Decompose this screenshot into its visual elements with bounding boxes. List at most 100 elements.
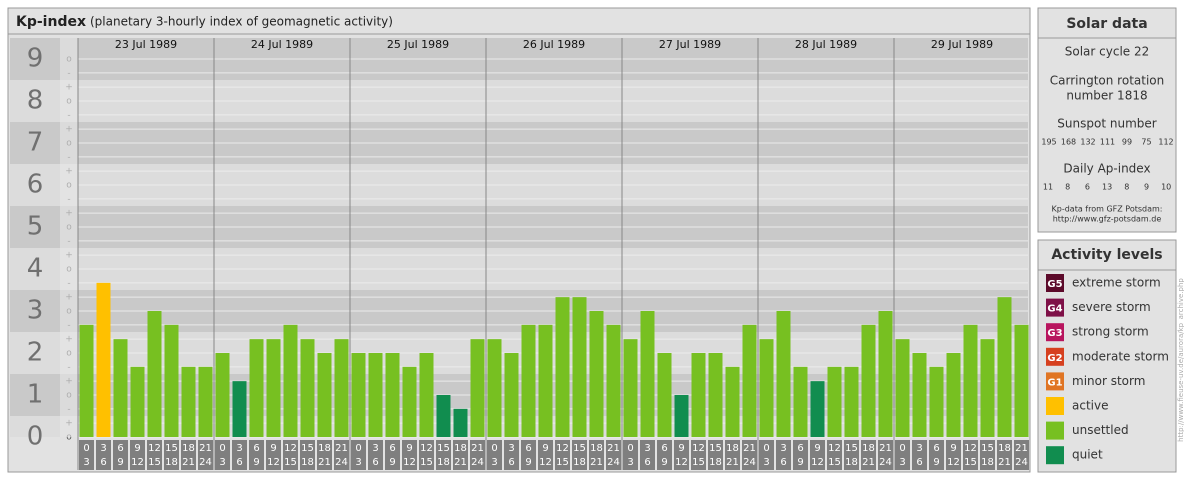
hour-cell [844, 440, 859, 470]
legend-swatch [1046, 372, 1064, 391]
hour-label: 9 [134, 443, 140, 454]
hour-label: 18 [590, 443, 603, 454]
ap-value: 13 [1102, 183, 1112, 192]
hour-cell [164, 440, 179, 470]
bar [419, 353, 434, 437]
sunspot-value: 99 [1122, 138, 1132, 147]
hour-cell [1014, 440, 1029, 470]
bar [385, 353, 400, 437]
sunspot-value: 111 [1100, 138, 1115, 147]
bar [521, 324, 536, 437]
hour-label: 15 [845, 443, 858, 454]
hour-cell [402, 440, 417, 470]
bar [334, 339, 349, 437]
hour-label: 21 [1015, 443, 1028, 454]
hour-label: 3 [644, 443, 650, 454]
solar-title-bar [1037, 7, 1177, 39]
bar [674, 395, 689, 437]
hour-label: 12 [811, 457, 824, 468]
carrington: Carrington rotation [1050, 74, 1164, 88]
hour-label: 18 [454, 443, 467, 454]
bar [623, 339, 638, 437]
hour-label: 3 [372, 443, 378, 454]
hour-label: 24 [879, 457, 892, 468]
hour-label: 21 [335, 443, 348, 454]
hour-label: 12 [539, 457, 552, 468]
hour-cell [453, 440, 468, 470]
hour-label: 6 [372, 457, 378, 468]
hour-label: 21 [199, 443, 212, 454]
hour-cell [487, 440, 502, 470]
bar [130, 366, 145, 437]
legend-title-bar [1037, 239, 1177, 271]
hour-cell [147, 440, 162, 470]
hour-label: 24 [335, 457, 348, 468]
hour-label: 12 [131, 457, 144, 468]
ap-value: 8 [1065, 183, 1070, 192]
bar [878, 311, 893, 437]
hour-cell [929, 440, 944, 470]
hour-cell [521, 440, 536, 470]
hour-label: 0 [219, 443, 225, 454]
hour-label: 18 [182, 443, 195, 454]
legend-label: strong storm [1072, 325, 1149, 339]
hour-label: 6 [236, 457, 242, 468]
carrington: number 1818 [1066, 89, 1147, 103]
legend-swatch [1046, 421, 1064, 440]
day-label: 26 Jul 1989 [523, 38, 585, 51]
bar [436, 395, 451, 437]
hour-cell [912, 440, 927, 470]
bar [300, 339, 315, 437]
hour-label: 12 [828, 443, 841, 454]
hour-cell [470, 440, 485, 470]
hour-cell [79, 440, 94, 470]
hour-cell [963, 440, 978, 470]
hour-label: 18 [981, 457, 994, 468]
hour-label: 12 [148, 443, 161, 454]
tick-column [60, 38, 78, 437]
hour-label: 3 [627, 457, 633, 468]
ap-value: 8 [1124, 183, 1129, 192]
bar [79, 324, 94, 437]
legend-code: G4 [1047, 304, 1062, 315]
ap-value: 6 [1085, 183, 1090, 192]
bar [929, 366, 944, 437]
hour-label: 3 [916, 443, 922, 454]
bar [232, 381, 247, 437]
hour-label: 24 [607, 457, 620, 468]
hour-label: 12 [692, 443, 705, 454]
legend-code: G3 [1047, 328, 1062, 339]
hour-cell [232, 440, 247, 470]
hour-label: 18 [318, 443, 331, 454]
y-tick-label: 8 [27, 86, 44, 116]
bar [317, 353, 332, 437]
bar [164, 324, 179, 437]
hour-label: 9 [406, 443, 412, 454]
hour-label: 6 [797, 443, 803, 454]
legend-label: minor storm [1072, 374, 1145, 388]
hour-cell [181, 440, 196, 470]
hour-label: 15 [148, 457, 161, 468]
hour-label: 0 [627, 443, 633, 454]
bar [810, 381, 825, 437]
hour-label: 15 [828, 457, 841, 468]
hour-label: 9 [525, 457, 531, 468]
legend-code: G1 [1047, 377, 1062, 388]
hour-cell [810, 440, 825, 470]
y-tick-label: 4 [27, 254, 44, 284]
hour-label: 15 [301, 443, 314, 454]
day-label: 28 Jul 1989 [795, 38, 857, 51]
hour-label: 18 [998, 443, 1011, 454]
hour-cell [419, 440, 434, 470]
hour-label: 6 [100, 457, 106, 468]
hour-cell [198, 440, 213, 470]
hour-cell [742, 440, 757, 470]
hour-label: 9 [950, 443, 956, 454]
hour-label: 18 [709, 457, 722, 468]
hour-label: 21 [454, 457, 467, 468]
hour-label: 21 [318, 457, 331, 468]
bar [113, 339, 128, 437]
sunspot-value: 195 [1041, 138, 1056, 147]
bar [453, 408, 468, 437]
hour-label: 6 [780, 457, 786, 468]
